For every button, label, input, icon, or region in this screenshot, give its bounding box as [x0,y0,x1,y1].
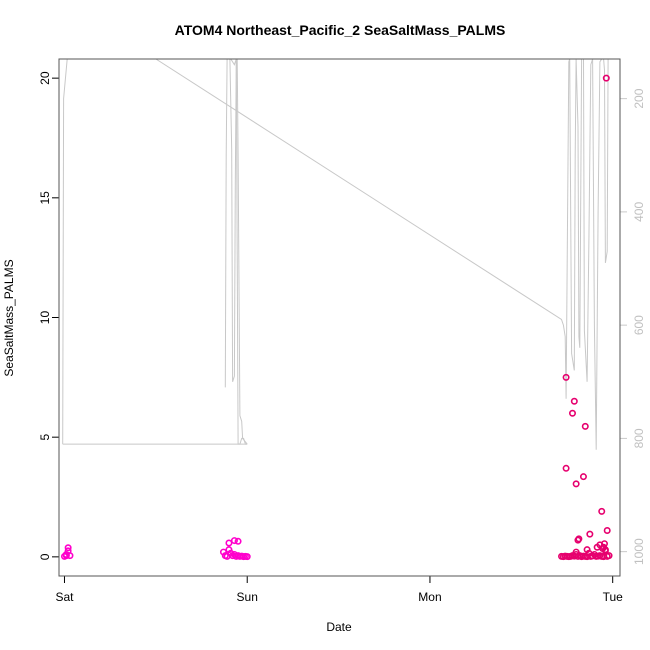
data-point [603,527,611,535]
y-tick-label: 0 [38,553,52,560]
data-point [230,537,238,545]
y-axis-label: SeaSaltMass_PALMS [2,259,16,376]
right-tick-label: 800 [632,428,646,448]
data-point [570,397,578,405]
right-tick-label: 1000 [632,538,646,565]
data-point [605,552,613,560]
scatter-points [60,74,613,561]
line-segment [155,59,609,450]
y-tick-label: 20 [38,71,52,85]
data-point [586,530,594,538]
data-point [234,537,242,545]
y-tick-label: 5 [38,434,52,441]
data-point [568,409,576,417]
secondary-line-series [62,59,609,450]
data-point [598,507,606,515]
right-tick-label: 400 [632,202,646,222]
data-point [225,539,233,547]
data-point [602,74,610,82]
x-tick-label: Sun [237,590,258,604]
data-point [601,547,609,555]
data-point [575,535,583,543]
chart-title: ATOM4 Northeast_Pacific_2 SeaSaltMass_PA… [175,22,506,38]
x-tick-label: Mon [418,590,441,604]
data-point [572,548,580,556]
right-tick-label: 200 [632,88,646,108]
line-segment [62,59,248,445]
line-segment [224,59,248,445]
data-point [243,553,251,561]
data-point [581,422,589,430]
y-tick-label: 15 [38,191,52,205]
y-tick-label: 10 [38,311,52,325]
data-point [572,480,580,488]
right-tick-label: 600 [632,315,646,335]
data-point [562,464,570,472]
axes: Sat Sun Mon Tue 0 5 10 15 20 200 400 600 800 1000 [38,71,646,604]
data-point [579,473,587,481]
data-point [64,544,72,552]
x-tick-label: Sat [55,590,74,604]
data-point [583,546,591,554]
x-tick-label: Tue [603,590,624,604]
x-axis-label: Date [326,620,352,634]
data-point [562,373,570,381]
plot-frame [58,58,621,577]
data-point [66,552,74,560]
